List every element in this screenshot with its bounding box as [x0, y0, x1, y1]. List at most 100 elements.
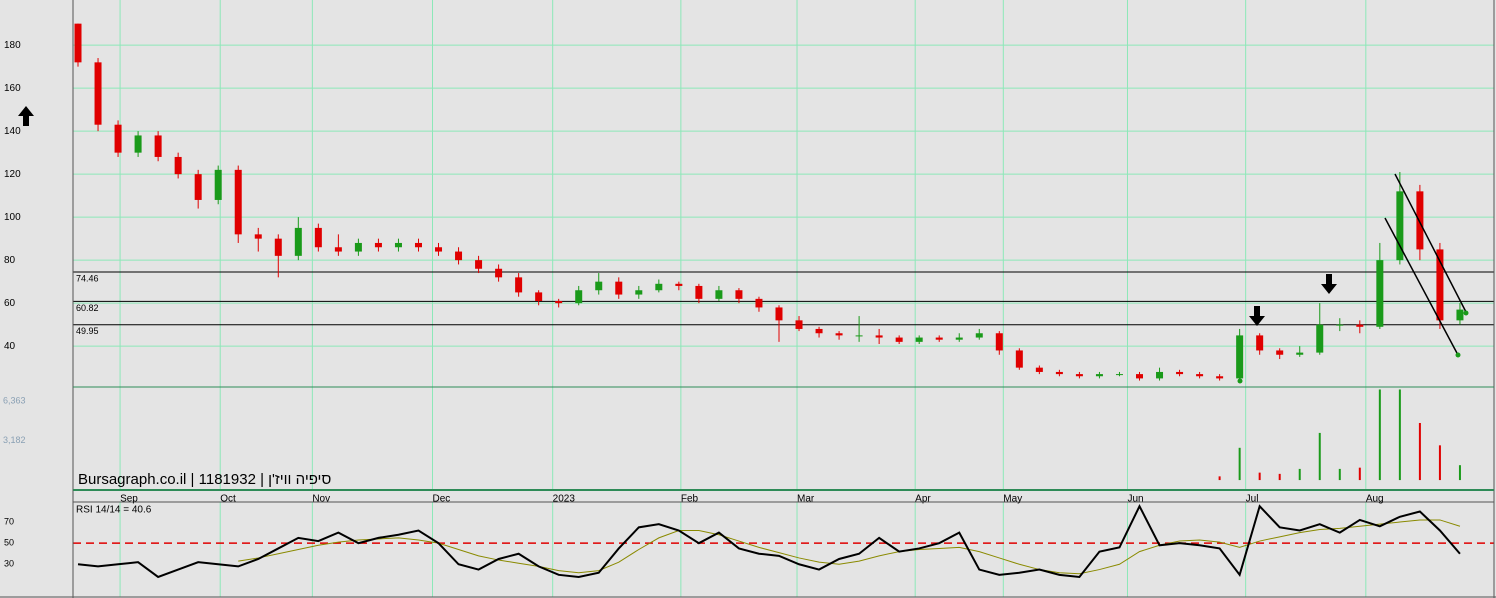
volume-bar	[1438, 445, 1441, 481]
x-tick-label: Aug	[1366, 494, 1384, 505]
x-tick-label: Mar	[797, 494, 815, 505]
candle-body	[214, 169, 222, 200]
candle-body	[1376, 260, 1384, 327]
candle-body	[94, 62, 102, 125]
candle-body	[935, 337, 943, 340]
candle-body	[1256, 335, 1264, 351]
rsi-ma-line	[238, 519, 1461, 575]
x-tick-label: May	[1003, 494, 1022, 505]
candle-body	[975, 333, 983, 338]
y-tick-label: 140	[4, 126, 21, 137]
y-tick-label: 80	[4, 255, 16, 266]
candle-body	[915, 337, 923, 342]
up-arrow	[18, 106, 34, 126]
candle-body	[655, 283, 663, 291]
candle-body	[695, 285, 703, 299]
candle-body	[495, 268, 503, 278]
y-tick-label: 160	[4, 83, 21, 94]
volume-bar	[1458, 465, 1461, 481]
down-arrow	[1249, 306, 1265, 326]
candle-body	[374, 242, 382, 248]
x-tick-label: Dec	[433, 494, 451, 505]
y-tick-label: 40	[4, 341, 16, 352]
rsi-label: RSI 14/14 = 40.6	[76, 505, 152, 516]
y-tick-label: 60	[4, 298, 16, 309]
candle-body	[1115, 374, 1123, 376]
candle-body	[475, 260, 483, 269]
candle-body	[875, 335, 883, 338]
volume-bar	[1258, 472, 1261, 481]
volume-bar	[1338, 468, 1341, 481]
x-tick-label: 2023	[553, 494, 576, 505]
candle-body	[1416, 191, 1424, 250]
candle-body	[735, 290, 743, 299]
candle-body	[234, 169, 242, 235]
level-label: 74.46	[76, 273, 99, 283]
candle-body	[675, 283, 683, 286]
candle-body	[1055, 371, 1063, 375]
y-tick-label: 120	[4, 169, 21, 180]
y-tick-label: 6,363	[3, 395, 26, 405]
candle-body	[1356, 324, 1364, 327]
candle-body	[775, 307, 783, 321]
candle-body	[174, 156, 182, 175]
candle-body	[1216, 376, 1224, 379]
candle-body	[715, 290, 723, 299]
y-tick-label: 70	[4, 516, 14, 526]
candle-body	[1276, 350, 1284, 355]
candle-body	[455, 251, 463, 261]
candle-body	[1196, 374, 1204, 377]
y-tick-label: 3,182	[3, 435, 26, 445]
candle-body	[394, 242, 402, 248]
candle-body	[515, 277, 523, 293]
candle-body	[755, 298, 763, 308]
candle-body	[895, 337, 903, 342]
candle-body	[635, 290, 643, 295]
candle-body	[1095, 374, 1103, 377]
level-label: 49.95	[76, 326, 99, 336]
candle-body	[354, 242, 362, 252]
volume-bar	[1318, 432, 1321, 481]
candle-body	[154, 135, 162, 157]
candle-body	[194, 174, 202, 200]
candle-body	[314, 227, 322, 248]
candle-body	[615, 281, 623, 295]
volume-bar	[1238, 447, 1241, 481]
candle-body	[575, 290, 583, 304]
candle-body	[414, 242, 422, 248]
y-tick-label: 50	[4, 538, 14, 548]
candle-body	[1296, 352, 1304, 355]
x-tick-label: Apr	[915, 494, 931, 505]
x-tick-label: Sep	[120, 494, 138, 505]
candle-body	[254, 234, 262, 239]
marks	[73, 23, 1494, 579]
level-label: 60.82	[76, 303, 99, 313]
trend-marker	[1455, 352, 1461, 358]
candle-body	[1035, 367, 1043, 372]
candle-body	[595, 281, 603, 291]
x-tick-label: Feb	[681, 494, 699, 505]
candle-body	[795, 320, 803, 329]
candle-body	[555, 301, 563, 304]
candle-body	[1156, 371, 1164, 379]
trend-line	[1384, 217, 1459, 356]
y-tick-label: 30	[4, 559, 14, 569]
candle-body	[1015, 350, 1023, 368]
candle-body	[1136, 374, 1144, 379]
candle-body	[535, 292, 543, 301]
candle-body	[1176, 371, 1184, 375]
x-tick-label: Nov	[312, 494, 330, 505]
candle-body	[435, 247, 443, 252]
volume-bar	[1418, 422, 1421, 481]
candle-body	[815, 328, 823, 334]
x-tick-label: Oct	[220, 494, 236, 505]
candle-body	[955, 337, 963, 340]
y-tick-label: 180	[4, 40, 21, 51]
volume-bar	[1378, 389, 1381, 481]
candle-body	[1456, 309, 1464, 321]
volume-bar	[1278, 473, 1281, 481]
candle-body	[855, 335, 863, 337]
